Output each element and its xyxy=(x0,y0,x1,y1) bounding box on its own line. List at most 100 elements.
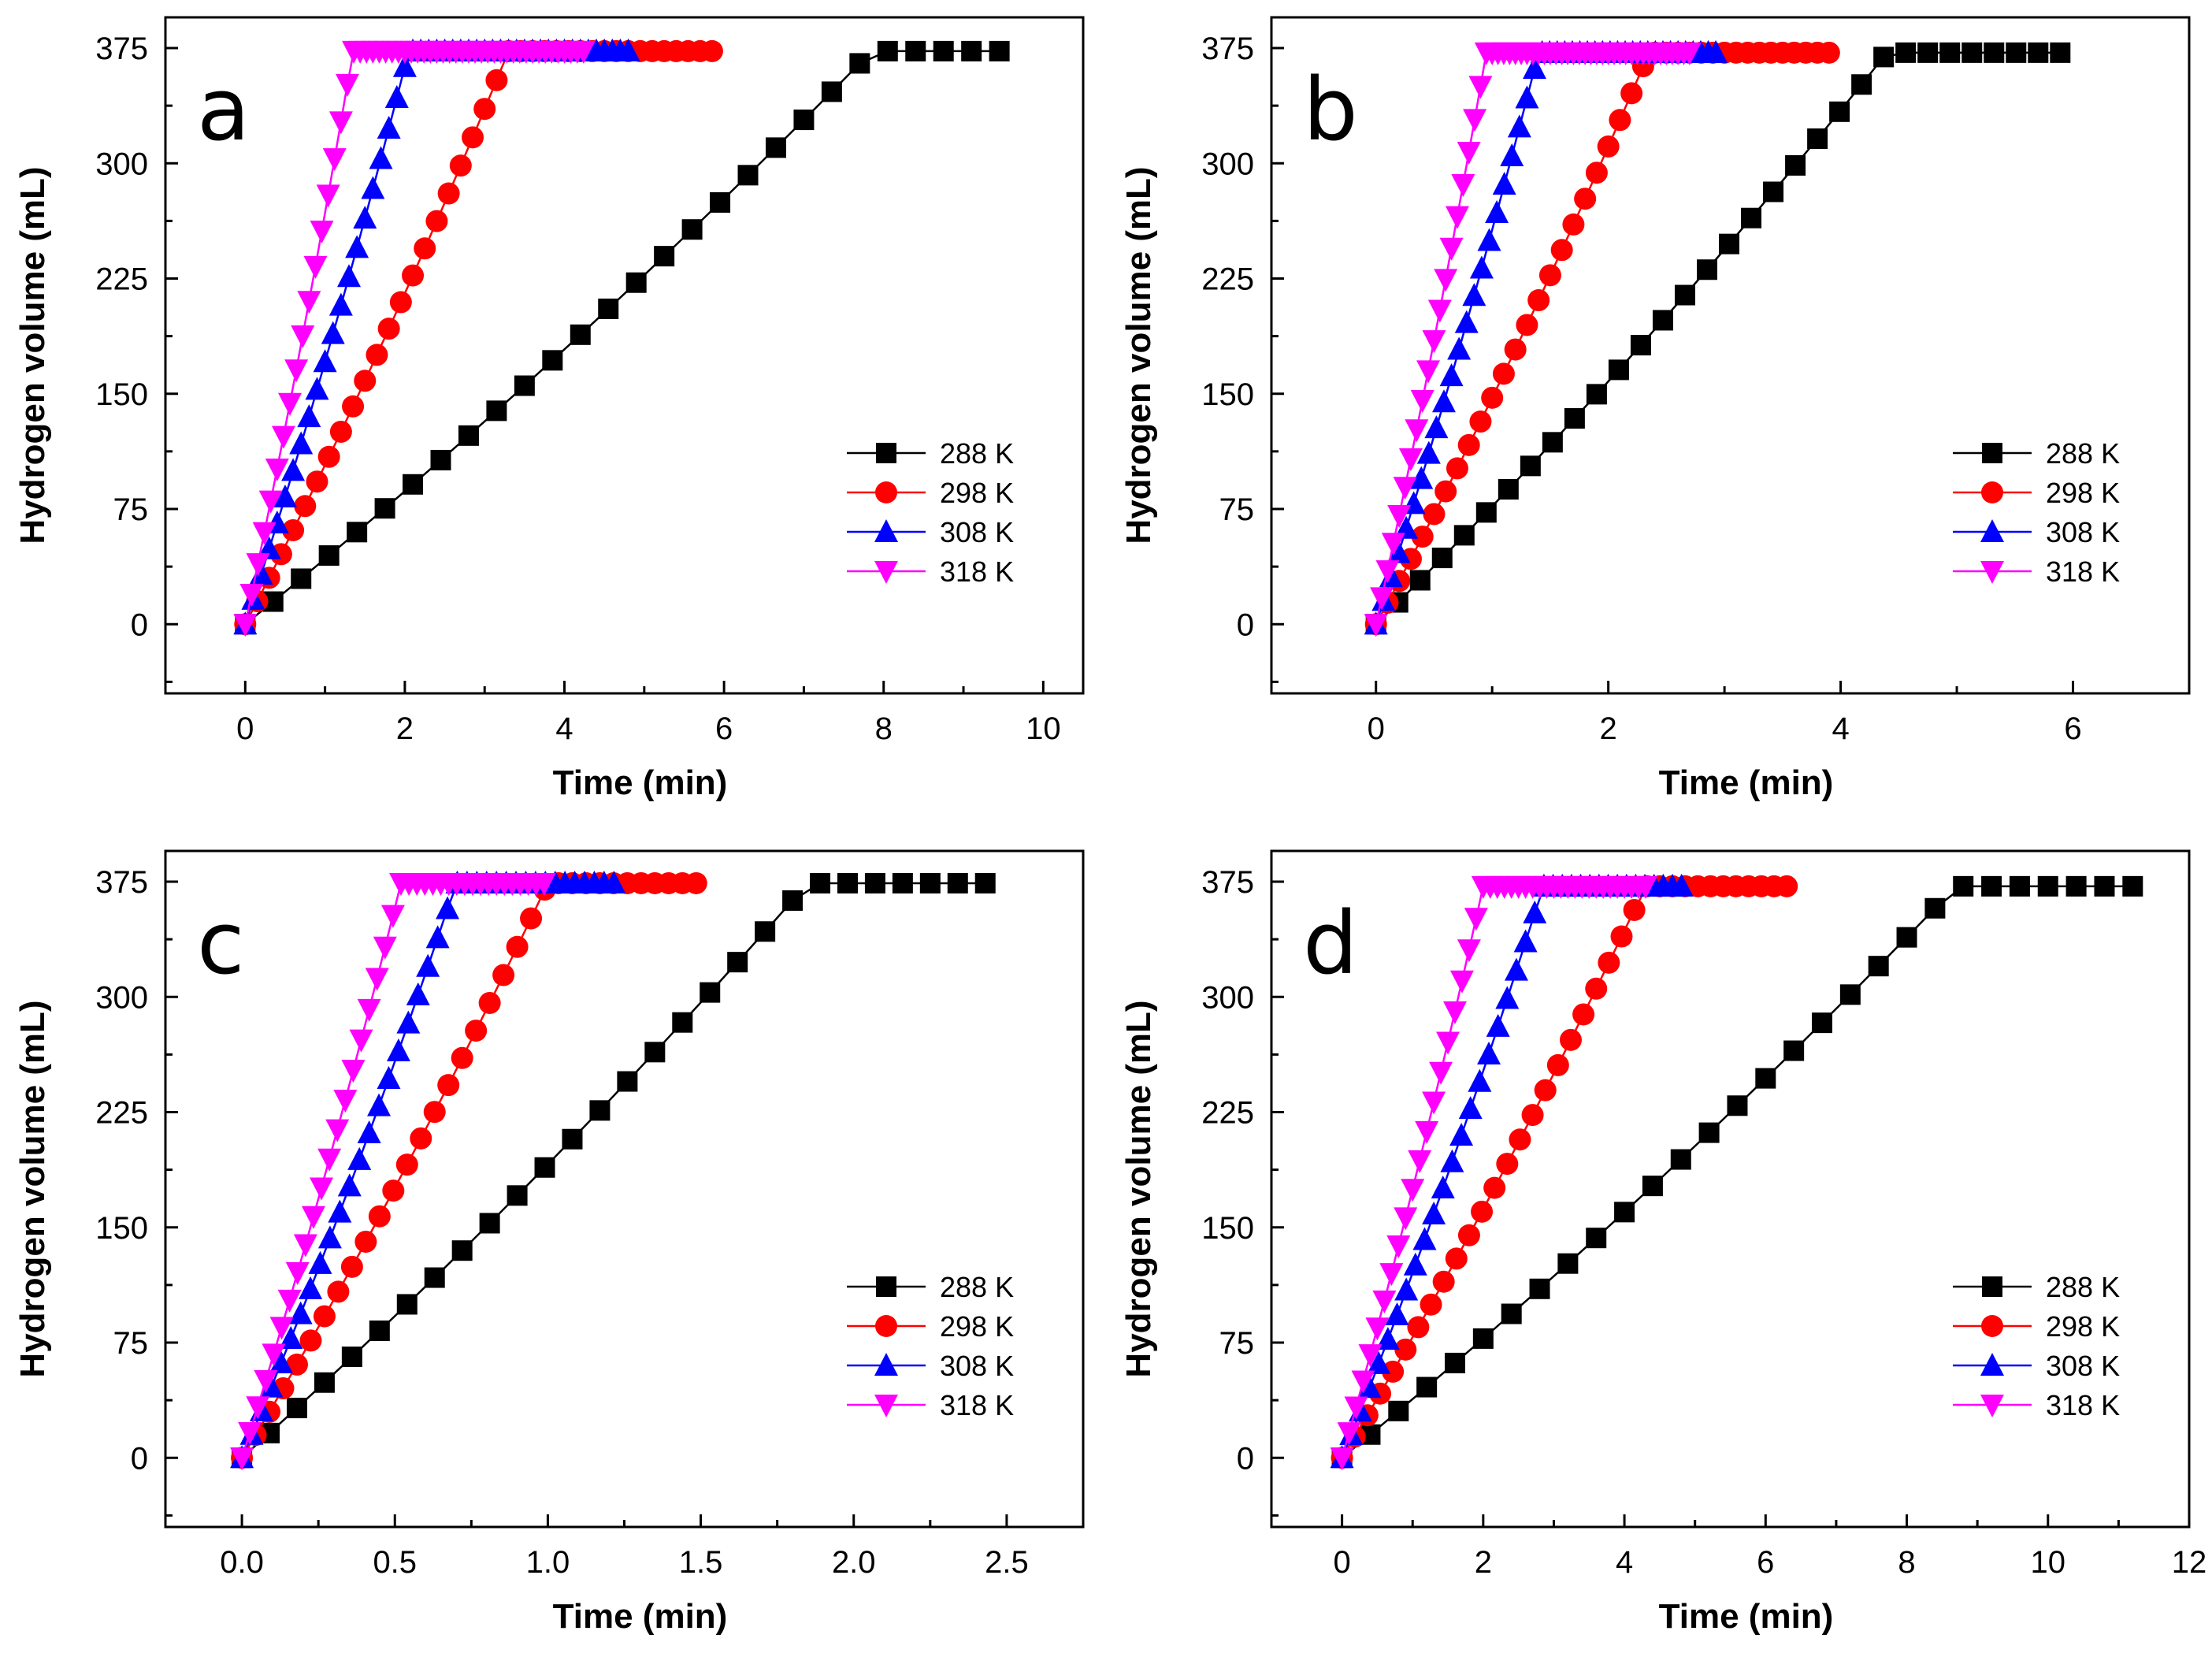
data-point xyxy=(1458,1096,1483,1120)
data-point xyxy=(1614,1202,1635,1223)
data-point xyxy=(1542,432,1563,453)
data-point xyxy=(269,1317,294,1340)
data-point xyxy=(2094,875,2115,897)
data-point xyxy=(1829,101,1850,122)
data-point xyxy=(347,522,368,543)
data-point xyxy=(2028,42,2049,63)
data-point xyxy=(285,1353,308,1376)
data-point xyxy=(598,298,619,319)
data-point xyxy=(1416,360,1441,384)
y-tick-label: 375 xyxy=(1201,865,1254,900)
data-point xyxy=(384,85,409,109)
data-point xyxy=(1385,1302,1409,1326)
data-point xyxy=(230,1447,254,1471)
data-point xyxy=(396,1010,421,1034)
data-point xyxy=(342,395,365,418)
data-point xyxy=(278,392,302,416)
legend-label: 298 K xyxy=(940,477,1014,509)
data-point xyxy=(571,40,596,64)
data-point xyxy=(369,1320,390,1341)
data-point xyxy=(616,38,640,61)
data-point xyxy=(305,377,329,400)
data-point xyxy=(1839,984,1861,1005)
data-point xyxy=(1408,1150,1432,1173)
data-point xyxy=(1610,925,1633,948)
y-tick-label: 0 xyxy=(131,1441,148,1476)
data-point xyxy=(392,54,417,77)
y-tick-label: 225 xyxy=(1201,1096,1254,1131)
legend-label: 308 K xyxy=(940,516,1014,548)
data-point xyxy=(765,137,786,158)
data-point xyxy=(727,952,748,973)
data-point xyxy=(354,1230,377,1253)
data-point xyxy=(297,291,321,314)
data-point xyxy=(414,237,436,260)
series-318k xyxy=(230,872,556,1471)
legend-marker xyxy=(874,519,898,542)
data-point xyxy=(1386,1235,1411,1258)
data-point xyxy=(1868,956,1889,977)
x-tick-label: 1.5 xyxy=(679,1545,723,1580)
data-point xyxy=(1486,1013,1510,1037)
data-point xyxy=(1953,875,1974,897)
x-tick-label: 12 xyxy=(2172,1545,2207,1580)
y-tick-label: 225 xyxy=(95,262,148,297)
legend: 288 K 298 K 308 K 318 K xyxy=(847,1271,1014,1421)
data-point xyxy=(1412,1227,1437,1250)
y-tick-label: 375 xyxy=(95,32,148,66)
x-tick-label: 10 xyxy=(2031,1545,2066,1580)
x-tick-label: 2 xyxy=(1475,1545,1492,1580)
data-point xyxy=(1415,1120,1439,1144)
data-point xyxy=(700,39,723,62)
legend-label: 308 K xyxy=(940,1350,1014,1382)
data-point xyxy=(1817,41,1840,64)
data-point xyxy=(1449,970,1474,994)
data-point xyxy=(1393,477,1417,500)
data-point xyxy=(570,324,591,345)
panel-letter: c xyxy=(197,893,244,994)
data-point xyxy=(317,1148,342,1172)
data-point xyxy=(285,1261,310,1285)
y-tick-label: 225 xyxy=(1201,262,1254,297)
data-point xyxy=(402,264,425,287)
data-point xyxy=(310,1177,334,1201)
data-point xyxy=(1586,1228,1607,1249)
y-tick-label: 150 xyxy=(1201,1211,1254,1246)
data-point xyxy=(246,553,270,577)
data-point xyxy=(345,235,369,258)
series-318k xyxy=(1330,875,1657,1471)
data-point xyxy=(1365,1317,1390,1341)
data-point xyxy=(328,1199,352,1223)
data-point xyxy=(327,1280,350,1303)
data-point xyxy=(1609,109,1631,132)
x-tick-label: 4 xyxy=(1616,1545,1633,1580)
data-point xyxy=(1564,408,1585,429)
x-tick-label: 0.5 xyxy=(373,1545,417,1580)
data-point xyxy=(1783,1040,1805,1061)
data-point xyxy=(1457,939,1481,963)
data-point xyxy=(1446,457,1468,480)
legend-label: 318 K xyxy=(940,555,1014,588)
data-point xyxy=(2122,875,2143,897)
legend-marker xyxy=(875,1315,897,1337)
data-point xyxy=(328,292,353,316)
x-tick-label: 10 xyxy=(1026,711,1061,746)
legend-label: 288 K xyxy=(940,1271,1014,1303)
data-point xyxy=(1523,56,1547,80)
data-point xyxy=(821,81,842,102)
data-point xyxy=(1785,154,1806,176)
panel-a-chart: 0 2 4 6 8 10 0 75 150 225 300 375 Time (min) Hydrogen… xyxy=(0,0,1106,834)
data-point xyxy=(737,165,759,186)
data-point xyxy=(1559,1028,1582,1051)
y-tick-label: 75 xyxy=(113,492,149,527)
data-point xyxy=(1516,314,1538,336)
y-tick-label: 75 xyxy=(1219,1326,1255,1361)
legend-label: 308 K xyxy=(2046,1350,2120,1382)
data-point xyxy=(961,40,982,61)
data-point xyxy=(437,1074,460,1097)
data-point xyxy=(282,518,305,541)
x-tick-label: 0.0 xyxy=(220,1545,264,1580)
data-point xyxy=(1597,135,1620,158)
data-point xyxy=(353,206,377,229)
data-point xyxy=(1513,929,1538,953)
